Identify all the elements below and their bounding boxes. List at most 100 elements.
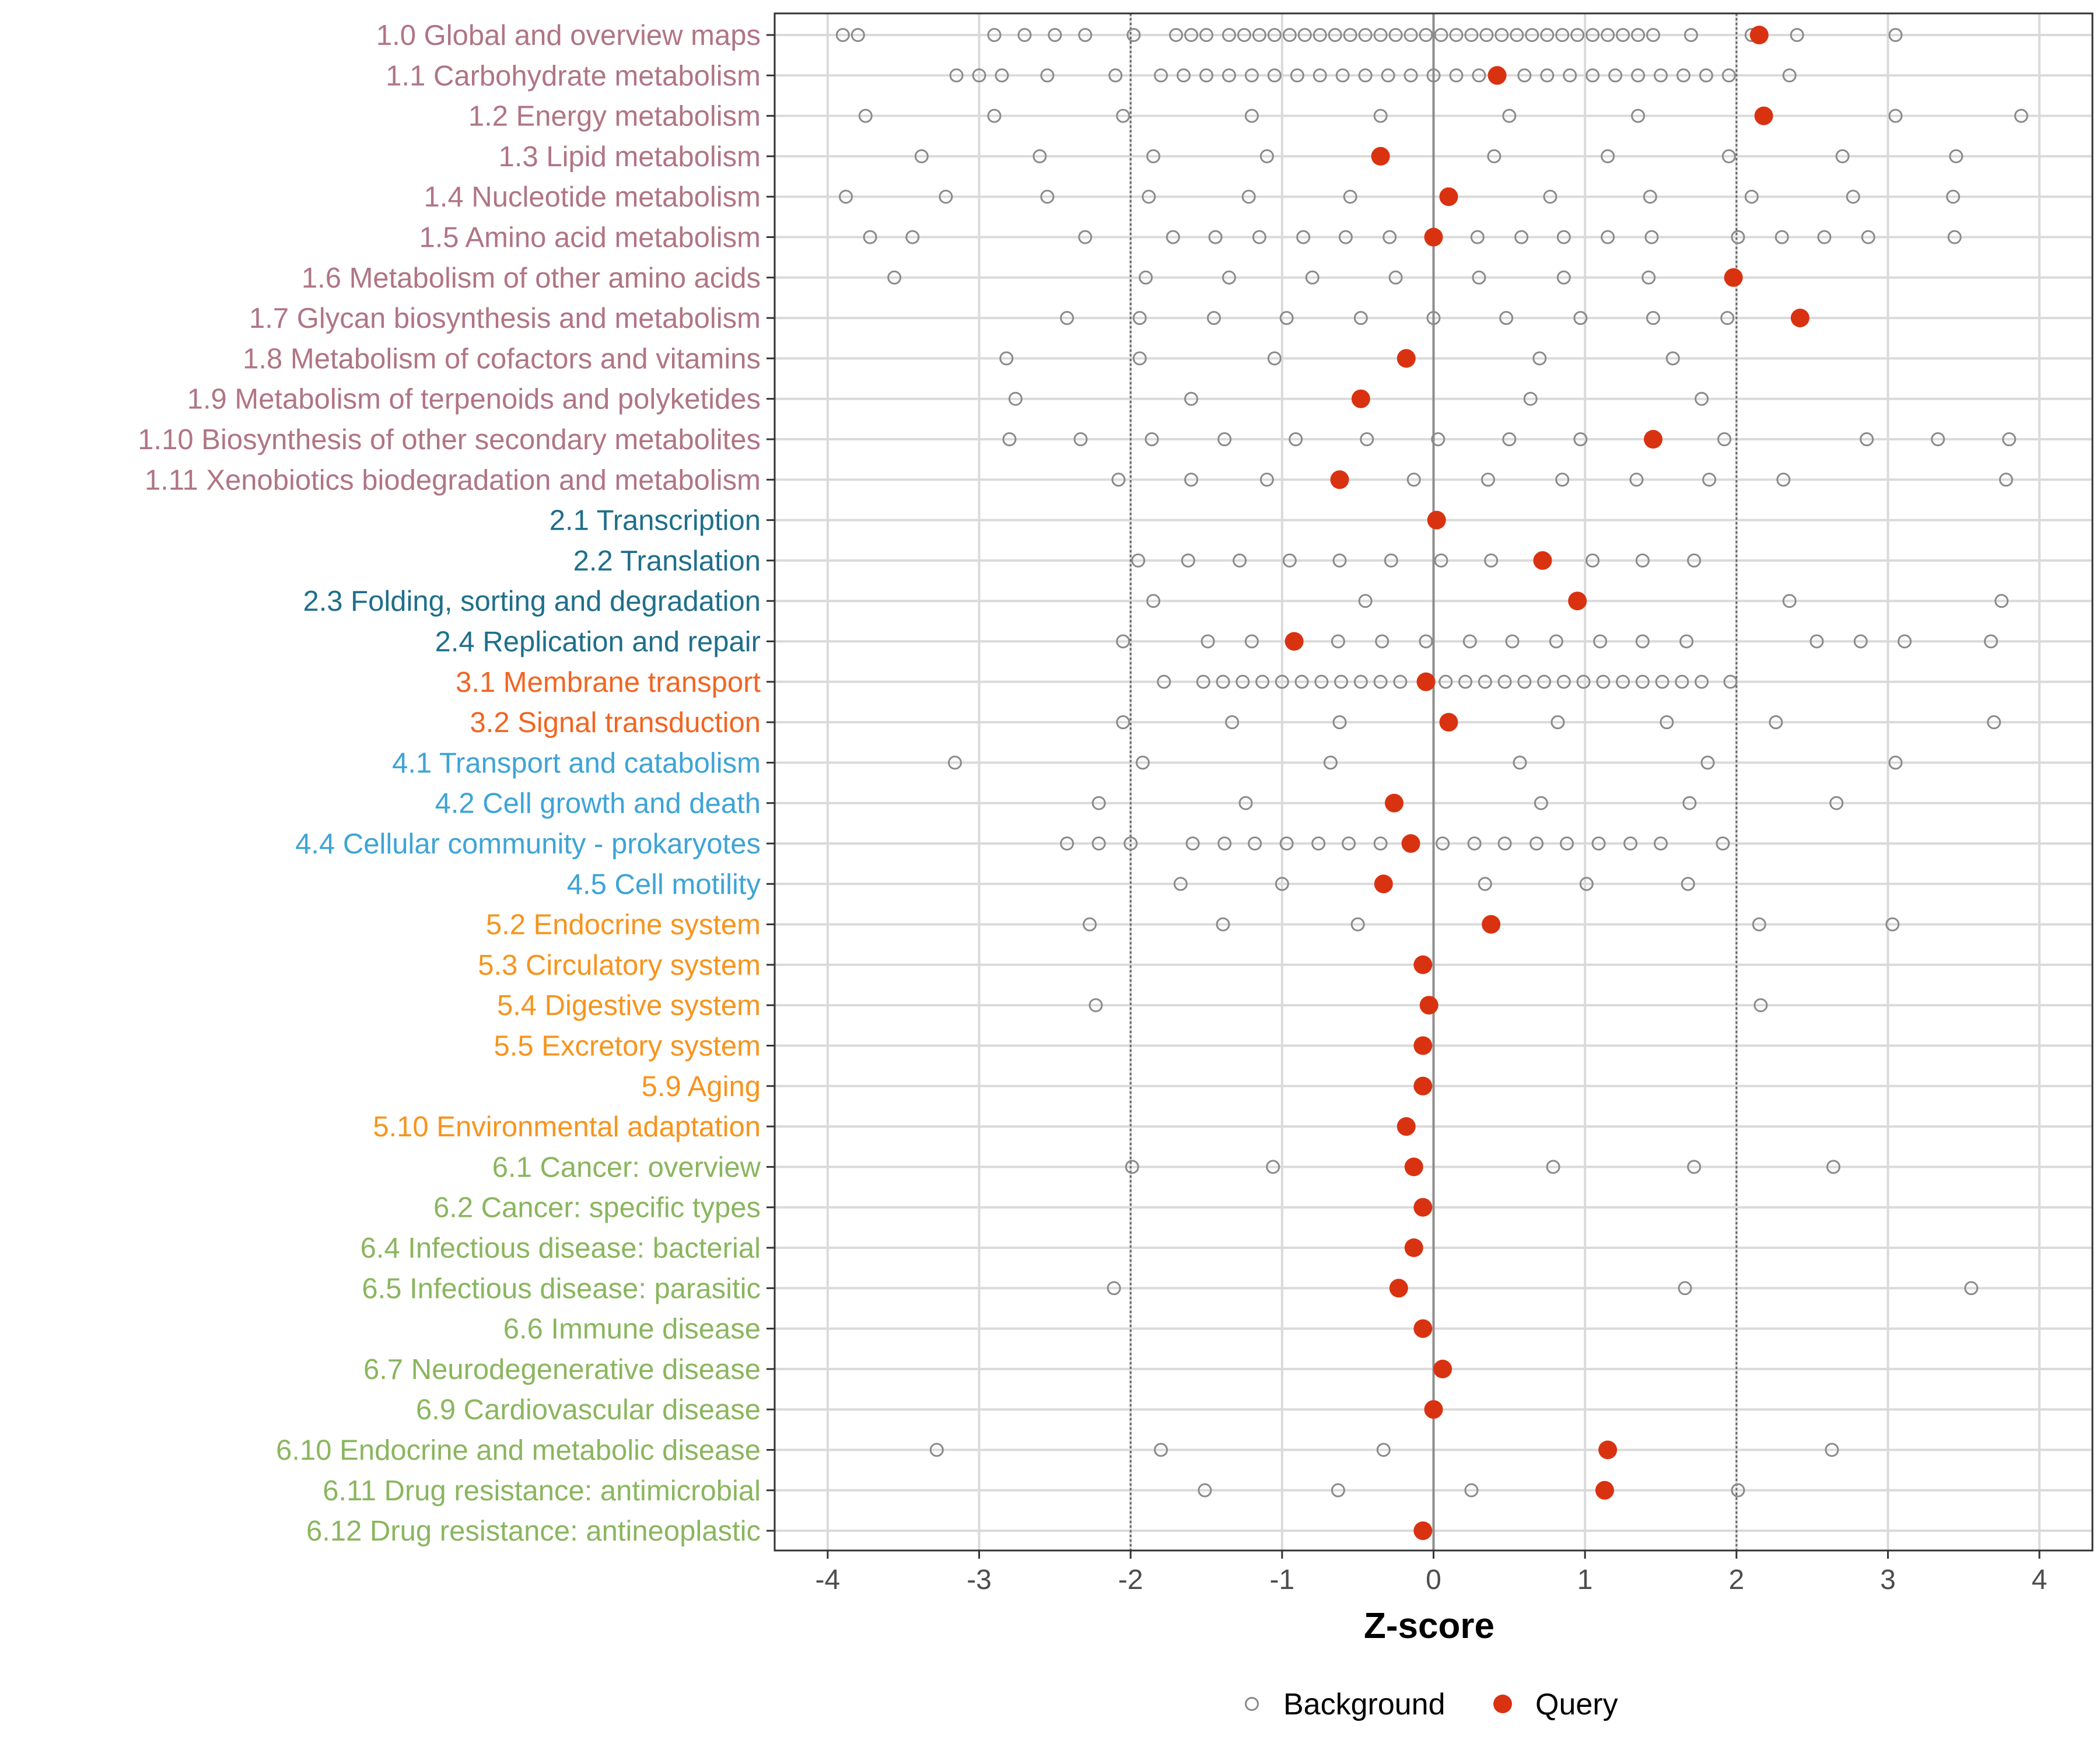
background-point xyxy=(1514,230,1529,244)
query-point xyxy=(1351,389,1370,408)
category-label: 4.2 Cell growth and death xyxy=(435,788,761,820)
category-label: 6.4 Infectious disease: bacterial xyxy=(360,1233,761,1264)
background-point xyxy=(1060,836,1074,850)
query-point xyxy=(1413,1521,1433,1541)
query-point xyxy=(1413,1198,1433,1217)
background-point xyxy=(1311,836,1326,850)
query-point xyxy=(1790,309,1810,328)
background-point xyxy=(1217,432,1232,446)
background-point xyxy=(1790,28,1804,42)
background-point xyxy=(1360,432,1374,446)
background-point xyxy=(1376,1443,1391,1457)
background-point xyxy=(1297,28,1312,42)
category-label: 1.1 Carbohydrate metabolism xyxy=(386,60,761,92)
background-point xyxy=(1267,68,1282,83)
query-point xyxy=(1401,834,1420,853)
background-point xyxy=(1631,28,1646,42)
category-label: 6.12 Drug resistance: antineoplastic xyxy=(306,1516,761,1547)
background-point xyxy=(1358,594,1373,608)
background-point xyxy=(1233,553,1247,568)
background-point xyxy=(1146,149,1161,163)
query-point xyxy=(1404,1238,1423,1257)
background-point xyxy=(1237,28,1251,42)
background-point xyxy=(1328,28,1342,42)
background-point xyxy=(1222,270,1236,285)
background-point xyxy=(1196,674,1210,689)
background-point xyxy=(1898,634,1912,649)
background-point xyxy=(947,755,962,770)
category-label: 6.9 Cardiovascular disease xyxy=(416,1394,761,1426)
background-point xyxy=(1601,28,1615,42)
background-point xyxy=(1091,796,1106,810)
background-point xyxy=(1695,391,1709,406)
background-point xyxy=(1563,68,1577,83)
background-point xyxy=(1555,473,1570,487)
background-point xyxy=(1774,230,1789,244)
category-label: 6.7 Neurodegenerative disease xyxy=(363,1354,761,1385)
background-point xyxy=(1332,715,1347,730)
background-point xyxy=(1782,594,1797,608)
query-point xyxy=(1413,1076,1433,1096)
background-point xyxy=(1404,68,1418,83)
background-point xyxy=(1238,796,1253,810)
category-label: 1.6 Metabolism of other amino acids xyxy=(302,262,761,294)
background-point xyxy=(1629,473,1644,487)
query-point xyxy=(1413,1036,1433,1055)
x-tick-label: 2 xyxy=(1728,1564,1744,1595)
background-point xyxy=(887,270,902,285)
background-point xyxy=(1135,755,1150,770)
category-label: 1.7 Glycan biosynthesis and metabolism xyxy=(249,303,761,334)
background-point xyxy=(1885,917,1900,932)
background-point xyxy=(1888,28,1903,42)
background-point xyxy=(1635,634,1650,649)
background-point xyxy=(1388,270,1403,285)
background-point xyxy=(1655,674,1670,689)
background-point xyxy=(1949,149,1964,163)
background-point xyxy=(1244,634,1259,649)
background-point xyxy=(1631,108,1646,123)
background-point xyxy=(1198,1483,1212,1497)
background-point xyxy=(1335,68,1350,83)
background-point xyxy=(1601,230,1615,244)
background-point xyxy=(1060,311,1074,326)
query-point xyxy=(1384,793,1404,813)
background-point xyxy=(1530,836,1544,850)
background-point xyxy=(1373,28,1388,42)
background-point xyxy=(1546,1160,1560,1174)
background-point xyxy=(1343,28,1357,42)
background-point xyxy=(1559,836,1574,850)
background-point xyxy=(1431,432,1446,446)
background-point xyxy=(1549,634,1563,649)
background-point xyxy=(1987,715,2001,730)
background-point xyxy=(1644,230,1659,244)
background-point xyxy=(1207,311,1221,326)
background-point xyxy=(1616,28,1630,42)
background-point xyxy=(1984,634,1999,649)
category-label: 3.2 Signal transduction xyxy=(470,707,761,738)
background-point xyxy=(1032,149,1047,163)
background-point xyxy=(1350,917,1365,932)
background-point xyxy=(1393,674,1408,689)
query-point xyxy=(1413,955,1433,974)
background-point xyxy=(1576,674,1591,689)
background-point xyxy=(1721,68,1736,83)
background-point xyxy=(1573,311,1588,326)
background-point xyxy=(1497,836,1512,850)
background-point xyxy=(839,190,853,204)
background-point xyxy=(1646,311,1660,326)
background-point xyxy=(1616,674,1630,689)
background-point xyxy=(1537,674,1552,689)
background-point xyxy=(1517,674,1532,689)
query-point xyxy=(1374,874,1393,894)
background-point xyxy=(1505,634,1520,649)
query-point xyxy=(1598,1440,1618,1460)
background-point xyxy=(1502,108,1517,123)
legend-query-label: Query xyxy=(1535,1688,1618,1721)
background-point xyxy=(1091,836,1106,850)
category-label: 1.10 Biosynthesis of other secondary met… xyxy=(138,424,761,456)
background-point xyxy=(1382,230,1397,244)
category-label: 1.4 Nucleotide metabolism xyxy=(424,181,761,213)
background-point xyxy=(1646,28,1660,42)
background-point xyxy=(1088,998,1103,1013)
